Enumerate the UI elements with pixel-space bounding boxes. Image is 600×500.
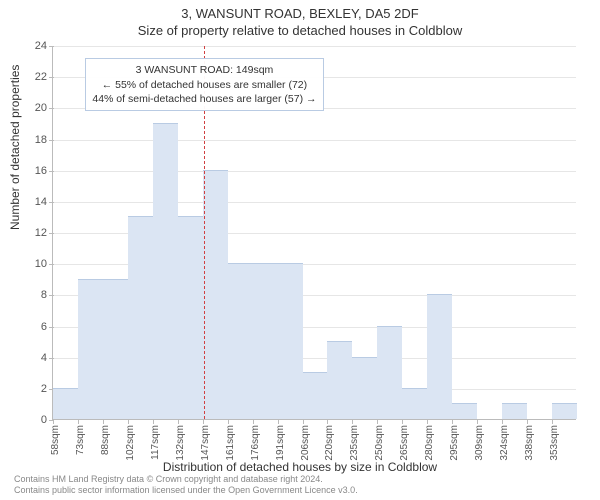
x-tick-label: 206sqm xyxy=(300,425,311,461)
x-tick-label: 280sqm xyxy=(424,425,435,461)
x-tick-mark xyxy=(203,419,204,424)
x-tick-label: 88sqm xyxy=(100,425,111,455)
x-tick-mark xyxy=(452,419,453,424)
histogram-bar xyxy=(377,326,402,420)
y-tick-label: 2 xyxy=(41,383,53,395)
x-tick-label: 102sqm xyxy=(125,425,136,461)
page-title: 3, WANSUNT ROAD, BEXLEY, DA5 2DF xyxy=(0,6,600,21)
grid-line xyxy=(53,140,576,141)
x-axis-label: Distribution of detached houses by size … xyxy=(0,460,600,474)
histogram-bar xyxy=(352,357,377,419)
y-tick-label: 20 xyxy=(35,102,53,114)
x-tick-label: 353sqm xyxy=(549,425,560,461)
histogram-bar xyxy=(402,388,427,419)
x-tick-label: 265sqm xyxy=(399,425,410,461)
histogram-bar xyxy=(153,123,178,419)
histogram-bar xyxy=(502,403,527,419)
chart-area: 02468101214161820222458sqm73sqm88sqm102s… xyxy=(52,46,576,420)
plot-area: 02468101214161820222458sqm73sqm88sqm102s… xyxy=(52,46,576,420)
histogram-bar xyxy=(303,372,328,419)
histogram-bar xyxy=(452,403,477,419)
x-tick-mark xyxy=(278,419,279,424)
y-tick-label: 4 xyxy=(41,352,53,364)
y-tick-label: 22 xyxy=(35,71,53,83)
x-tick-label: 73sqm xyxy=(75,425,86,455)
x-tick-label: 338sqm xyxy=(524,425,535,461)
attribution-footer: Contains HM Land Registry data © Crown c… xyxy=(14,474,358,497)
annotation-box: 3 WANSUNT ROAD: 149sqm← 55% of detached … xyxy=(85,58,323,111)
x-tick-mark xyxy=(153,419,154,424)
attribution-line: Contains HM Land Registry data © Crown c… xyxy=(14,474,358,485)
x-tick-label: 250sqm xyxy=(374,425,385,461)
x-tick-mark xyxy=(228,419,229,424)
x-tick-mark xyxy=(527,419,528,424)
x-tick-label: 235sqm xyxy=(349,425,360,461)
x-tick-mark xyxy=(427,419,428,424)
y-tick-label: 24 xyxy=(35,40,53,52)
histogram-bar xyxy=(552,403,577,419)
y-tick-label: 12 xyxy=(35,227,53,239)
x-tick-mark xyxy=(402,419,403,424)
x-tick-mark xyxy=(477,419,478,424)
y-tick-label: 6 xyxy=(41,321,53,333)
y-tick-label: 8 xyxy=(41,289,53,301)
x-tick-mark xyxy=(103,419,104,424)
attribution-line: Contains public sector information licen… xyxy=(14,485,358,496)
y-tick-label: 10 xyxy=(35,258,53,270)
x-tick-label: 309sqm xyxy=(474,425,485,461)
x-tick-mark xyxy=(377,419,378,424)
annotation-line: 3 WANSUNT ROAD: 149sqm xyxy=(92,63,316,77)
x-tick-mark xyxy=(327,419,328,424)
x-tick-label: 220sqm xyxy=(324,425,335,461)
x-tick-mark xyxy=(303,419,304,424)
grid-line xyxy=(53,171,576,172)
histogram-bar xyxy=(427,294,452,419)
histogram-bar xyxy=(53,388,78,419)
page-subtitle: Size of property relative to detached ho… xyxy=(0,23,600,38)
x-tick-mark xyxy=(53,419,54,424)
histogram-bar xyxy=(178,216,203,419)
histogram-bar xyxy=(128,216,153,419)
y-tick-label: 14 xyxy=(35,196,53,208)
x-tick-label: 176sqm xyxy=(250,425,261,461)
x-tick-mark xyxy=(128,419,129,424)
annotation-line: ← 55% of detached houses are smaller (72… xyxy=(92,78,316,92)
histogram-bar xyxy=(228,263,253,419)
x-tick-label: 132sqm xyxy=(175,425,186,461)
x-tick-mark xyxy=(352,419,353,424)
annotation-line: 44% of semi-detached houses are larger (… xyxy=(92,92,316,106)
grid-line xyxy=(53,202,576,203)
x-tick-label: 117sqm xyxy=(150,425,161,460)
x-tick-mark xyxy=(253,419,254,424)
histogram-bar xyxy=(78,279,103,419)
x-tick-label: 295sqm xyxy=(449,425,460,461)
histogram-bar xyxy=(103,279,128,419)
histogram-bar xyxy=(203,170,228,419)
y-tick-label: 16 xyxy=(35,165,53,177)
x-tick-mark xyxy=(78,419,79,424)
histogram-bar xyxy=(253,263,278,419)
x-tick-label: 324sqm xyxy=(499,425,510,461)
histogram-bar xyxy=(278,263,303,419)
x-tick-label: 191sqm xyxy=(275,425,286,461)
y-axis-label: Number of detached properties xyxy=(8,65,22,230)
x-tick-mark xyxy=(502,419,503,424)
x-tick-label: 161sqm xyxy=(225,425,236,461)
grid-line xyxy=(53,46,576,47)
x-tick-label: 58sqm xyxy=(50,425,61,455)
x-tick-mark xyxy=(178,419,179,424)
x-tick-label: 147sqm xyxy=(200,425,211,461)
x-tick-mark xyxy=(552,419,553,424)
histogram-bar xyxy=(327,341,352,419)
y-tick-label: 18 xyxy=(35,134,53,146)
